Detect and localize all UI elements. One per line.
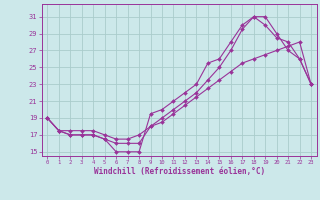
X-axis label: Windchill (Refroidissement éolien,°C): Windchill (Refroidissement éolien,°C): [94, 167, 265, 176]
